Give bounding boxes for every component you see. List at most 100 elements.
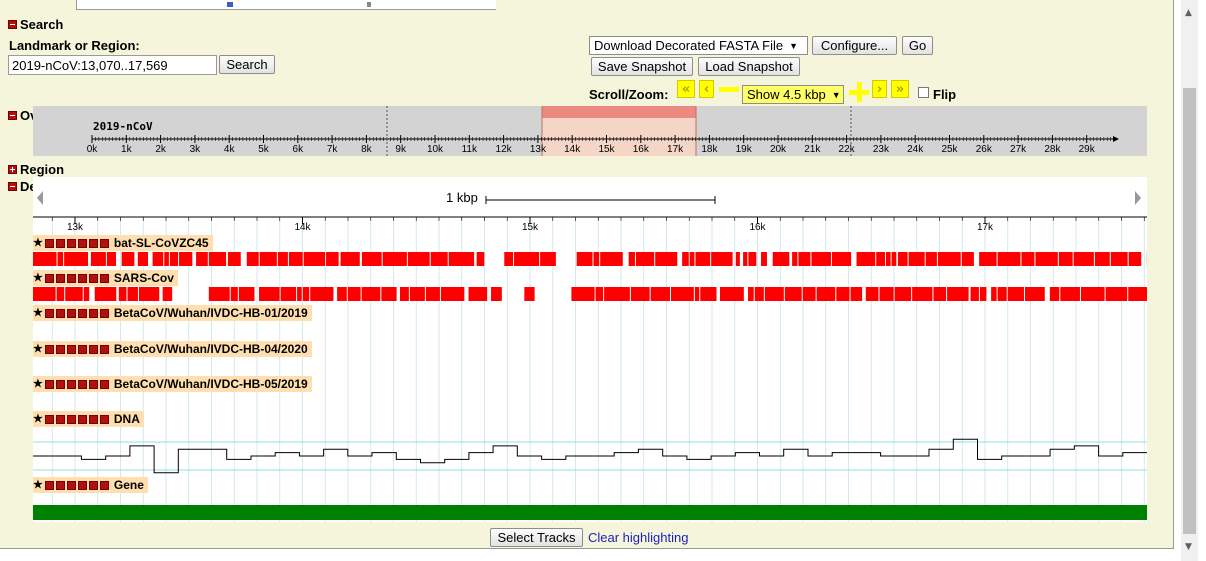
download-track-icon[interactable] [77, 414, 87, 424]
collapse-track-icon[interactable] [44, 344, 54, 354]
share-track-icon[interactable] [66, 344, 76, 354]
save-snapshot-button[interactable]: Save Snapshot [591, 57, 693, 76]
alignment-block [90, 252, 106, 266]
help-track-icon[interactable] [99, 480, 109, 490]
close-track-icon[interactable] [55, 480, 65, 490]
scrollbar-thumb[interactable] [1183, 88, 1196, 534]
search-button[interactable]: Search [219, 55, 275, 74]
collapse-track-icon[interactable] [44, 414, 54, 424]
track-name: bat-SL-CoVZC45 [113, 236, 209, 250]
share-track-icon[interactable] [66, 414, 76, 424]
landmark-input[interactable] [8, 55, 217, 75]
zoom-select[interactable]: Show 4.5 kbp ▼ [742, 85, 844, 104]
close-track-icon[interactable] [55, 379, 65, 389]
alignment-block [259, 252, 277, 266]
track-label-dna[interactable]: ★ DNA [33, 411, 144, 427]
help-track-icon[interactable] [99, 344, 109, 354]
scroll-right-far-icon[interactable]: » [891, 80, 909, 98]
track-label-ivdc-hb-05[interactable]: ★ BetaCoV/Wuhan/IVDC-HB-05/2019 [33, 376, 312, 392]
favorite-star-icon[interactable]: ★ [33, 412, 43, 425]
overview-panel[interactable]: 2019-nCoV 0k 1k 2k 3k 4k 5k 6k 7k 8k 9k 10k 11k 12k 1… [33, 106, 1147, 156]
configure-track-icon[interactable] [88, 480, 98, 490]
download-track-icon[interactable] [77, 308, 87, 318]
zoom-out-icon[interactable] [719, 87, 739, 92]
collapse-track-icon[interactable] [44, 308, 54, 318]
track-label-sars-cov[interactable]: ★ SARS-Cov [33, 270, 178, 286]
flip-checkbox[interactable] [918, 87, 929, 98]
scroll-up-icon[interactable]: ▲ [1185, 8, 1192, 18]
configure-track-icon[interactable] [88, 273, 98, 283]
help-track-icon[interactable] [99, 238, 109, 248]
overview-tick-label: 21k [804, 144, 821, 155]
share-track-icon[interactable] [66, 273, 76, 283]
overview-tick-label: 27k [1010, 144, 1027, 155]
configure-button[interactable]: Configure... [812, 36, 897, 55]
page-scrollbar[interactable]: ▲ ▼ [1181, 0, 1198, 561]
region-section-header[interactable]: Region [8, 162, 64, 177]
select-tracks-button[interactable]: Select Tracks [490, 528, 583, 547]
share-track-icon[interactable] [66, 238, 76, 248]
download-track-icon[interactable] [77, 238, 87, 248]
details-panel[interactable]: 1 kbp 13k 14k 15k 16k 17k ★ bat-SL-CoVZC45 ★ [33, 177, 1147, 522]
download-track-icon[interactable] [77, 273, 87, 283]
configure-track-icon[interactable] [88, 308, 98, 318]
alignment-block [361, 252, 382, 266]
alignment-block [208, 287, 230, 301]
collapse-icon[interactable] [8, 182, 17, 191]
collapse-track-icon[interactable] [44, 238, 54, 248]
download-track-icon[interactable] [77, 480, 87, 490]
load-snapshot-button[interactable]: Load Snapshot [698, 57, 800, 76]
collapse-icon[interactable] [8, 111, 17, 120]
close-track-icon[interactable] [55, 238, 65, 248]
help-track-icon[interactable] [99, 379, 109, 389]
expand-icon[interactable] [8, 165, 17, 174]
favorite-star-icon[interactable]: ★ [33, 306, 43, 319]
close-track-icon[interactable] [55, 344, 65, 354]
help-track-icon[interactable] [99, 414, 109, 424]
alignment-block [600, 252, 623, 266]
close-track-icon[interactable] [55, 414, 65, 424]
share-track-icon[interactable] [66, 480, 76, 490]
close-track-icon[interactable] [55, 273, 65, 283]
scroll-right-icon[interactable]: › [872, 80, 887, 98]
track-name: SARS-Cov [113, 271, 174, 285]
favorite-star-icon[interactable]: ★ [33, 342, 43, 355]
zoom-in-icon[interactable] [849, 82, 869, 102]
share-track-icon[interactable] [66, 308, 76, 318]
track-label-ivdc-hb-04[interactable]: ★ BetaCoV/Wuhan/IVDC-HB-04/2020 [33, 341, 312, 357]
details-tick-label: 14k [294, 222, 311, 233]
collapse-track-icon[interactable] [44, 273, 54, 283]
favorite-star-icon[interactable]: ★ [33, 377, 43, 390]
scroll-down-icon[interactable]: ▼ [1185, 542, 1192, 552]
search-section-header[interactable]: Search [8, 17, 63, 32]
alignment-block [162, 287, 173, 301]
download-track-icon[interactable] [77, 379, 87, 389]
pan-right-icon[interactable] [1135, 191, 1141, 205]
collapse-track-icon[interactable] [44, 480, 54, 490]
configure-track-icon[interactable] [88, 238, 98, 248]
help-track-icon[interactable] [99, 273, 109, 283]
clear-highlighting-link[interactable]: Clear highlighting [588, 530, 689, 545]
pan-left-icon[interactable] [37, 191, 43, 205]
alignment-block [468, 287, 488, 301]
scroll-left-icon[interactable]: ‹ [699, 80, 714, 98]
help-track-icon[interactable] [99, 308, 109, 318]
favorite-star-icon[interactable]: ★ [33, 478, 43, 491]
download-format-select[interactable]: Download Decorated FASTA File ▼ [589, 36, 808, 55]
scroll-left-far-icon[interactable]: « [677, 80, 695, 98]
collapse-track-icon[interactable] [44, 379, 54, 389]
configure-track-icon[interactable] [88, 344, 98, 354]
collapse-icon[interactable] [8, 20, 17, 29]
favorite-star-icon[interactable]: ★ [33, 271, 43, 284]
gene-feature-bar[interactable] [33, 505, 1147, 520]
download-track-icon[interactable] [77, 344, 87, 354]
track-label-bat-sl-covzc45[interactable]: ★ bat-SL-CoVZC45 [33, 235, 213, 251]
configure-track-icon[interactable] [88, 414, 98, 424]
go-button[interactable]: Go [902, 36, 933, 55]
close-track-icon[interactable] [55, 308, 65, 318]
track-label-ivdc-hb-01[interactable]: ★ BetaCoV/Wuhan/IVDC-HB-01/2019 [33, 305, 312, 321]
share-track-icon[interactable] [66, 379, 76, 389]
configure-track-icon[interactable] [88, 379, 98, 389]
favorite-star-icon[interactable]: ★ [33, 236, 43, 249]
track-label-gene[interactable]: ★ Gene [33, 477, 148, 493]
